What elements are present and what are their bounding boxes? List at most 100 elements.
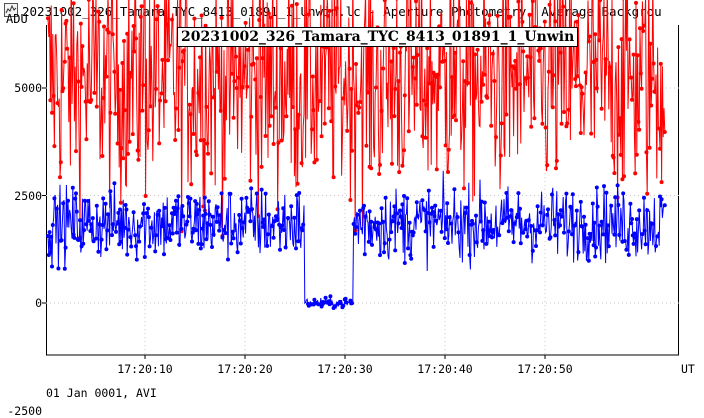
data-point: [621, 191, 625, 195]
data-point: [382, 250, 386, 254]
data-point: [398, 51, 402, 55]
data-point: [612, 233, 616, 237]
data-point: [553, 233, 557, 237]
data-point: [393, 248, 397, 252]
data-point: [174, 199, 178, 203]
data-point: [114, 230, 118, 234]
data-point: [565, 121, 569, 125]
data-point: [282, 228, 286, 232]
data-point: [203, 196, 207, 200]
data-point: [660, 197, 664, 201]
data-point: [396, 221, 400, 225]
data-point: [52, 94, 56, 98]
data-point: [230, 72, 234, 76]
data-point: [403, 261, 407, 265]
data-point: [262, 218, 266, 222]
data-point: [180, 227, 184, 231]
data-point: [147, 215, 151, 219]
data-point: [576, 74, 580, 78]
data-point: [575, 209, 579, 213]
data-point: [485, 96, 489, 100]
data-point: [431, 210, 435, 214]
data-point: [244, 196, 248, 200]
data-point: [358, 100, 362, 104]
data-point: [416, 53, 420, 57]
data-point: [490, 235, 494, 239]
data-point: [253, 78, 257, 82]
data-point: [403, 93, 407, 97]
data-point: [95, 204, 99, 208]
data-point: [618, 116, 622, 120]
data-point: [162, 252, 166, 256]
data-point: [612, 156, 616, 160]
data-point: [60, 238, 64, 242]
data-point: [587, 259, 591, 263]
data-point: [269, 114, 273, 118]
data-point: [543, 20, 547, 24]
data-point: [567, 108, 571, 112]
data-point: [454, 118, 458, 122]
data-point: [188, 112, 192, 116]
data-point: [108, 111, 112, 115]
data-point: [462, 186, 466, 190]
data-point: [125, 253, 129, 257]
data-point: [182, 48, 186, 52]
data-point: [245, 85, 249, 89]
data-point: [553, 19, 557, 23]
data-point: [120, 146, 124, 150]
data-point: [642, 24, 646, 28]
data-point: [512, 66, 516, 70]
data-point: [190, 240, 194, 244]
data-point: [118, 88, 122, 92]
data-point: [488, 13, 492, 17]
data-point: [200, 242, 204, 246]
data-point: [512, 240, 516, 244]
data-point: [197, 208, 201, 212]
data-point: [92, 91, 96, 95]
data-point: [279, 47, 283, 51]
data-point: [147, 128, 151, 132]
data-point: [617, 233, 621, 237]
data-point: [144, 194, 148, 198]
data-point: [122, 39, 126, 43]
data-point: [226, 258, 230, 262]
data-point: [217, 229, 221, 233]
data-point: [349, 87, 353, 91]
data-point: [65, 47, 69, 51]
data-point: [264, 134, 268, 138]
data-point: [659, 62, 663, 66]
data-point: [444, 227, 448, 231]
data-point: [119, 201, 123, 205]
data-point: [248, 179, 252, 183]
data-point: [185, 220, 189, 224]
data-point: [524, 227, 528, 231]
data-point: [234, 55, 238, 59]
data-point: [51, 223, 55, 227]
data-point: [134, 37, 138, 41]
data-point: [504, 113, 508, 117]
data-point: [341, 304, 345, 308]
data-point: [531, 249, 535, 253]
data-point: [243, 64, 247, 68]
data-point: [255, 56, 259, 60]
data-point: [602, 184, 606, 188]
x-tick-label: 17:20:40: [417, 362, 472, 376]
data-point: [341, 96, 345, 100]
data-point: [443, 236, 447, 240]
data-point: [464, 211, 468, 215]
data-point: [552, 73, 556, 77]
data-point: [312, 108, 316, 112]
data-point: [554, 166, 558, 170]
data-point: [366, 91, 370, 95]
data-point: [224, 231, 228, 235]
data-point: [594, 246, 598, 250]
data-point: [284, 114, 288, 118]
data-point: [333, 85, 337, 89]
data-point: [124, 203, 128, 207]
data-point: [215, 70, 219, 74]
data-point: [527, 218, 531, 222]
data-point: [59, 160, 63, 164]
data-point: [399, 215, 403, 219]
data-point: [521, 49, 525, 53]
